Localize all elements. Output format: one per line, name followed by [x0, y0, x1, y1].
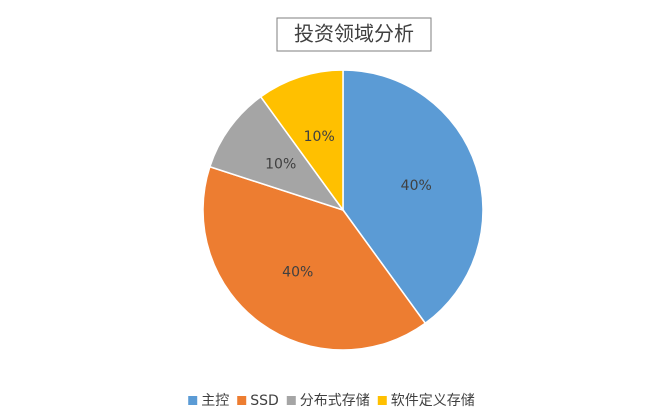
- pie-slice: [259, 69, 344, 213]
- pie-slice: [208, 95, 345, 212]
- legend-swatch: [188, 396, 198, 405]
- title-box: [276, 17, 432, 52]
- legend-label: 软件定义存储: [391, 393, 475, 409]
- legend-label: SSD: [250, 393, 279, 409]
- data-label: 40%: [282, 264, 313, 280]
- legend-swatch: [377, 396, 387, 405]
- pie-slice: [342, 69, 484, 325]
- legend-swatch: [286, 396, 296, 405]
- pie-slice: [202, 165, 427, 351]
- legend-label: 分布式存储: [300, 393, 370, 409]
- legend-label: 主控: [201, 393, 229, 409]
- legend-swatch: [237, 396, 247, 405]
- data-label: 40%: [401, 178, 432, 194]
- data-label: 10%: [304, 129, 335, 145]
- chart-title: 投资领域分析: [294, 22, 414, 46]
- data-label: 10%: [265, 157, 296, 173]
